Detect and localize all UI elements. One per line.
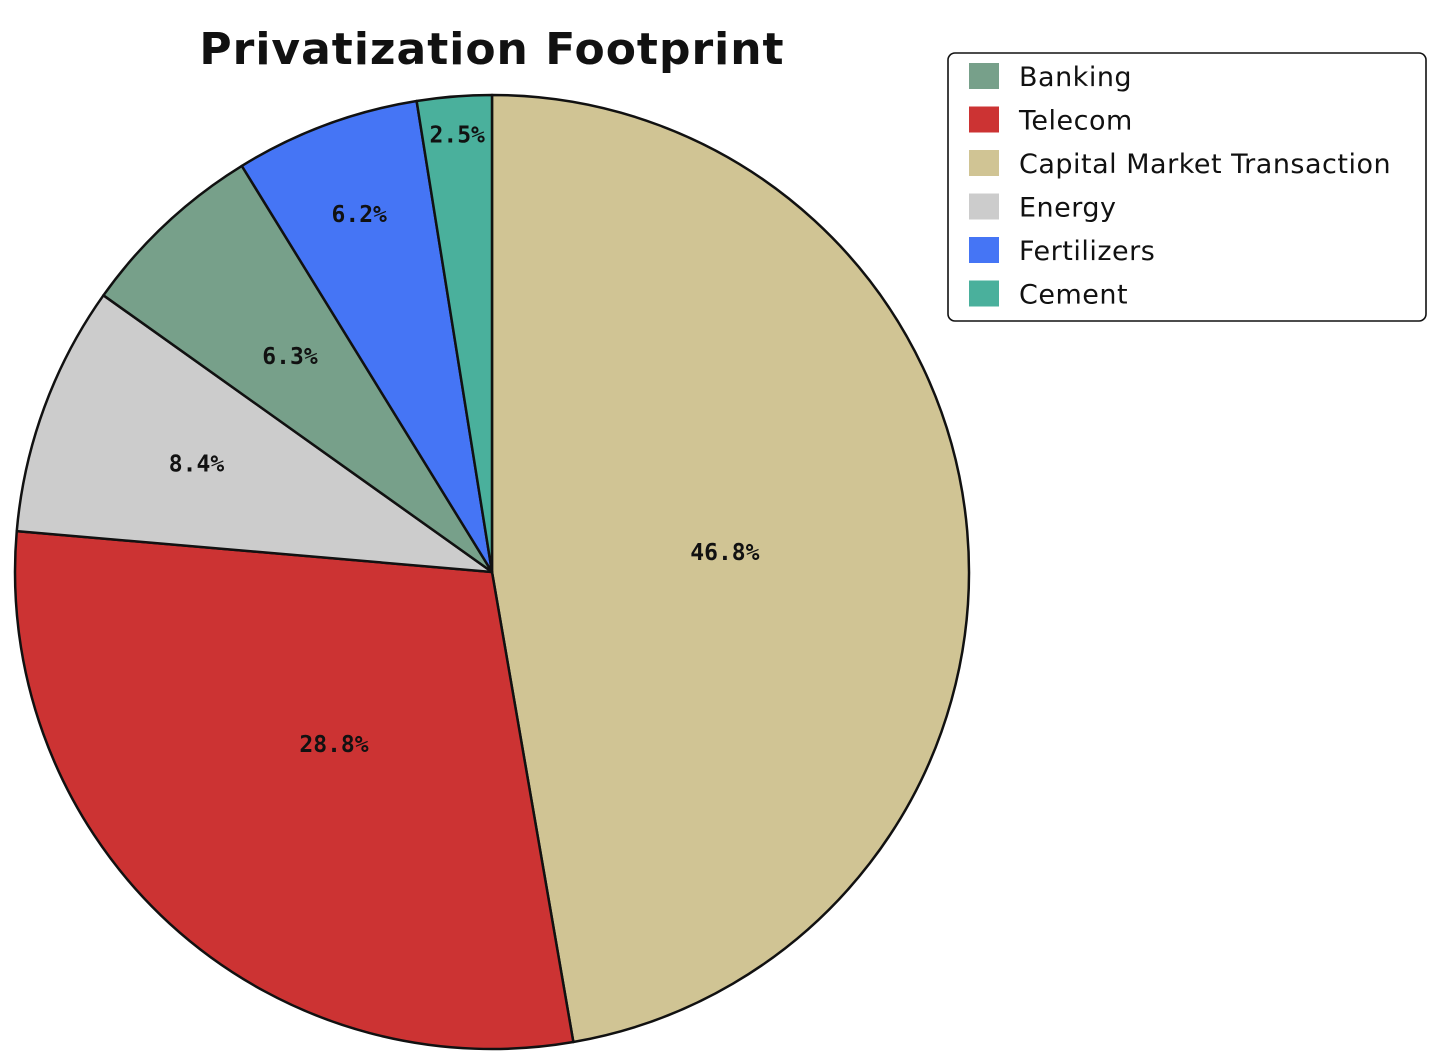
slice-label-energy: 8.4% [169, 451, 225, 477]
pie-slice-fertilizers [240, 99, 494, 574]
pie-slice-capital-market-transaction [490, 93, 971, 1044]
pie-slice-banking [102, 164, 494, 574]
legend-swatch-fertilizers [969, 237, 999, 263]
pie-slices [13, 93, 971, 1051]
legend-label-capital-market-transaction: Capital Market Transaction [1019, 149, 1391, 180]
legend-label-cement: Cement [1019, 280, 1128, 311]
legend-swatch-energy [969, 193, 999, 220]
slice-label-telecom: 28.8% [299, 732, 368, 758]
legend-box [947, 52, 1427, 322]
slice-label-cement: 2.5% [430, 123, 486, 149]
legend-swatch-telecom [969, 106, 999, 133]
pie-slice-cement [415, 93, 494, 574]
slice-label-fertilizers: 6.2% [332, 202, 388, 228]
chart-title: Privatization Footprint [199, 24, 784, 75]
pie-slice-telecom [13, 529, 575, 1051]
slice-label-banking: 6.3% [262, 344, 318, 370]
legend-label-fertilizers: Fertilizers [1019, 236, 1155, 267]
legend: Banking Telecom Capital Market Transaction… [947, 52, 1427, 322]
legend-label-banking: Banking [1019, 62, 1132, 93]
legend-label-telecom: Telecom [1018, 106, 1133, 137]
legend-swatch-cement [969, 280, 999, 307]
legend-label-energy: Energy [1019, 193, 1117, 224]
pie-slice-labels: 46.8% 28.8% 8.4% 6.3% 6.2% 2.5% [169, 123, 760, 759]
legend-swatch-capital-market-transaction [969, 150, 999, 176]
pie-slice-energy [15, 294, 494, 574]
legend-swatch-banking [969, 63, 999, 89]
slice-label-capital-market-transaction: 46.8% [690, 540, 759, 566]
